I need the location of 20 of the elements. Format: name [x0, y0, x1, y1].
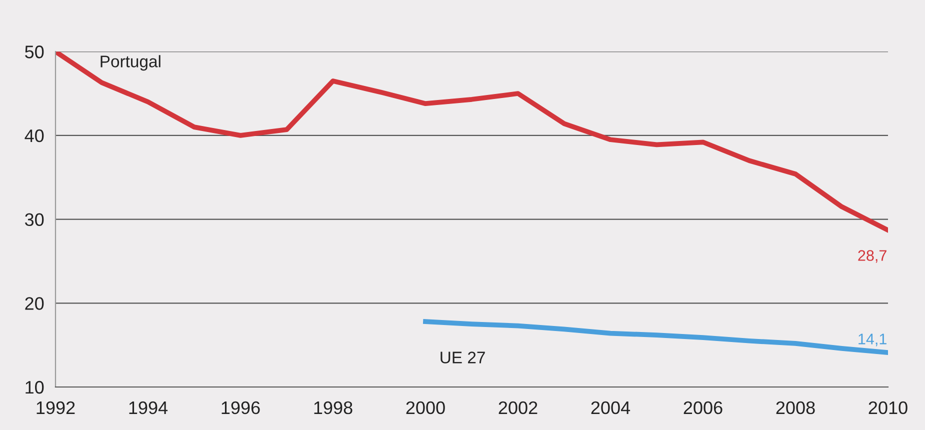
x-tick-label: 1992 — [36, 401, 75, 414]
x-tick-label: 2006 — [684, 401, 722, 414]
y-tick-label: 30 — [24, 213, 44, 226]
y-tick-label: 40 — [24, 129, 44, 142]
series-label: UE 27 — [440, 352, 485, 364]
x-tick-label: 2004 — [591, 401, 630, 414]
x-tick-label: 2010 — [868, 401, 908, 414]
line-series — [56, 52, 888, 233]
y-tick-label: 20 — [25, 297, 44, 310]
series-label: Portugal — [100, 55, 160, 71]
x-tick-label: 1994 — [129, 401, 168, 414]
x-tick-label: 2008 — [776, 401, 815, 414]
annotation: 28,7 — [858, 250, 886, 263]
y-tick-label: 50 — [25, 46, 44, 58]
x-tick-label: 1996 — [222, 401, 260, 414]
x-tick-label: 1998 — [314, 401, 352, 414]
x-tick-label: 2002 — [498, 401, 538, 414]
y-tick-label: 10 — [26, 380, 44, 394]
annotation: 14,1 — [858, 334, 886, 346]
x-tick-label: 2000 — [406, 401, 445, 414]
